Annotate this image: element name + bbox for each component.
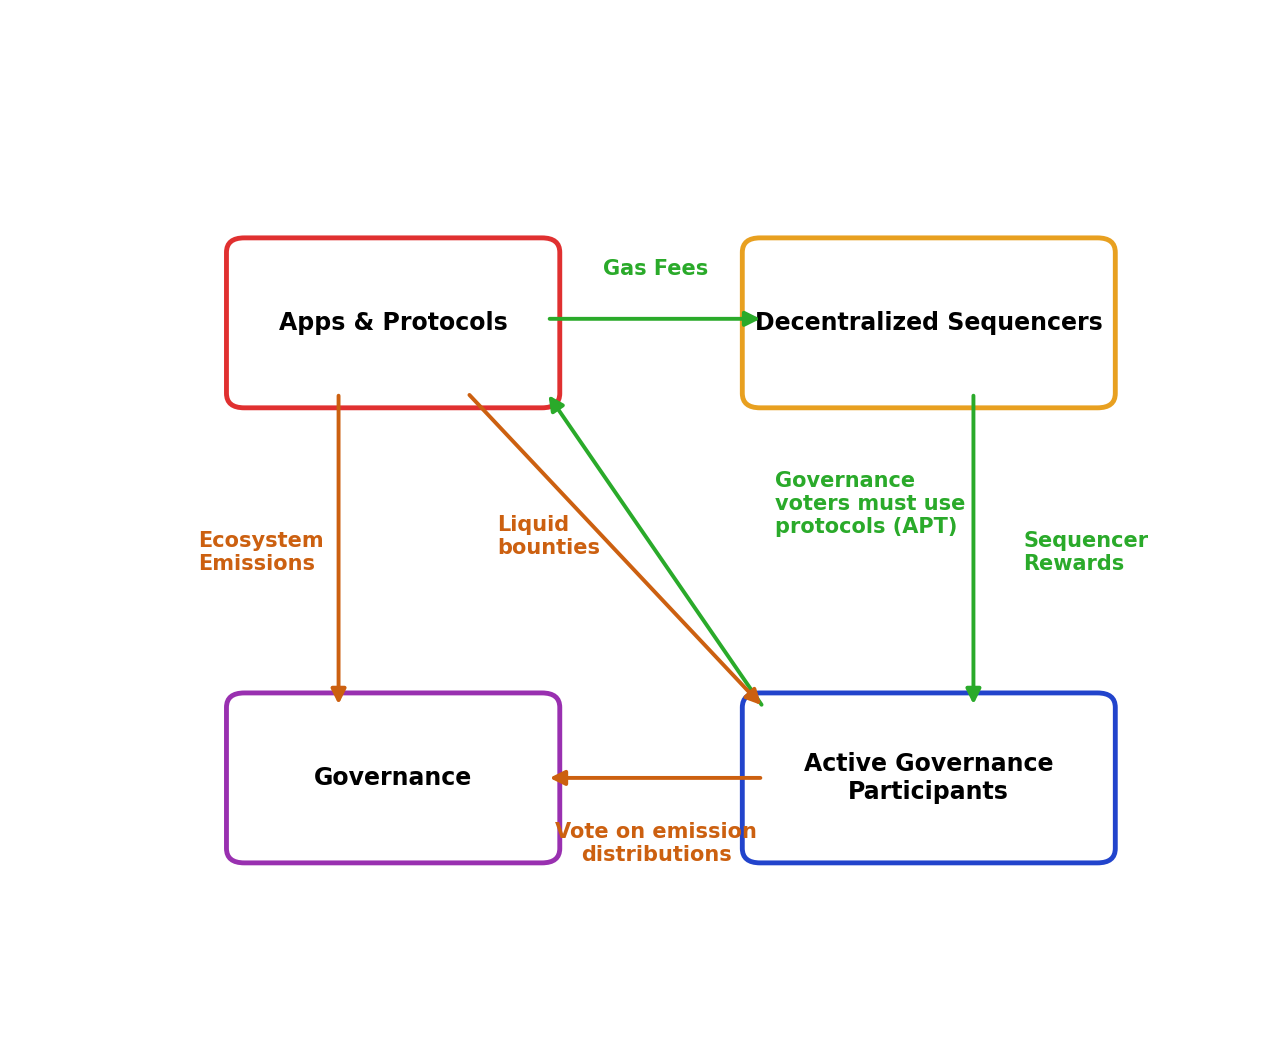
Text: Gas Fees: Gas Fees <box>603 258 709 278</box>
Text: Sequencer
Rewards: Sequencer Rewards <box>1023 530 1148 574</box>
FancyBboxPatch shape <box>742 237 1115 408</box>
Text: Ecosystem
Emissions: Ecosystem Emissions <box>197 530 324 574</box>
Text: Liquid
bounties: Liquid bounties <box>498 515 600 558</box>
Text: Decentralized Sequencers: Decentralized Sequencers <box>755 311 1102 335</box>
Text: Vote on emission
distributions: Vote on emission distributions <box>556 822 756 865</box>
Text: Apps & Protocols: Apps & Protocols <box>279 311 507 335</box>
FancyBboxPatch shape <box>742 692 1115 863</box>
Text: Active Governance
Participants: Active Governance Participants <box>804 752 1053 803</box>
FancyBboxPatch shape <box>227 692 559 863</box>
Text: Governance: Governance <box>314 766 472 790</box>
FancyBboxPatch shape <box>227 237 559 408</box>
Text: Governance
voters must use
protocols (APT): Governance voters must use protocols (AP… <box>776 471 965 538</box>
